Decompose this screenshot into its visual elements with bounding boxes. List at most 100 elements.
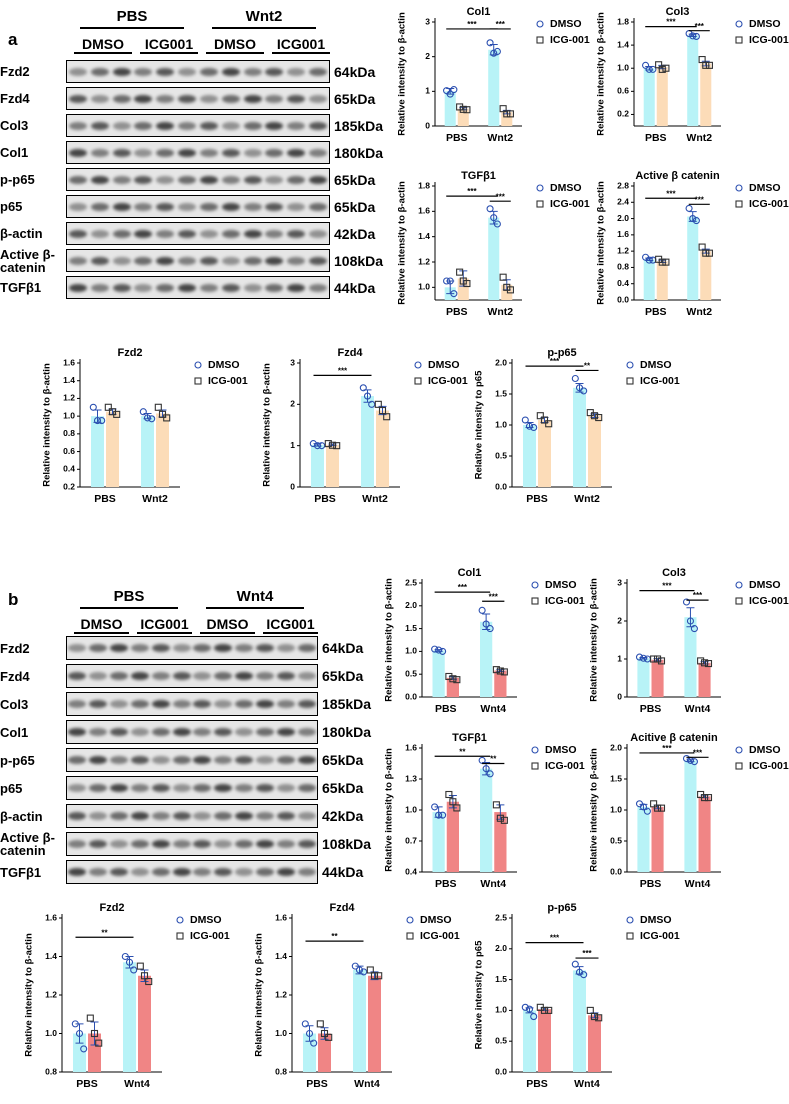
band: [112, 229, 131, 238]
data-point: [521, 416, 529, 424]
error-bar: [305, 1025, 314, 1042]
band: [90, 283, 109, 292]
y-tick-label: 1.6: [405, 742, 417, 752]
band: [265, 229, 284, 238]
size-label: 64kDa: [334, 63, 376, 80]
band: [193, 700, 212, 708]
y-tick-label: 2: [617, 615, 622, 625]
data-point: [649, 65, 657, 73]
bar: [457, 108, 469, 126]
data-point: [80, 1045, 88, 1053]
band: [221, 175, 240, 184]
band: [309, 121, 328, 130]
legend-label: ICG-001: [420, 930, 460, 942]
y-tick-label: 1.6: [617, 229, 629, 239]
blot-row: [66, 804, 318, 828]
data-point: [635, 800, 644, 808]
data-point: [486, 770, 494, 778]
y-tick-label: 1.0: [617, 62, 629, 72]
y-tick-label: 1.8: [418, 180, 430, 190]
data-point: [536, 412, 544, 420]
band: [178, 283, 197, 292]
data-point: [540, 416, 549, 424]
panel-label: b: [8, 590, 19, 609]
significance-label: ***: [467, 20, 477, 29]
band: [172, 672, 191, 680]
y-tick-label: 2.0: [405, 600, 417, 610]
band: [68, 672, 87, 680]
panel-label: a: [8, 30, 18, 49]
significance-label: ***: [695, 195, 705, 204]
band: [90, 256, 109, 265]
band: [178, 121, 197, 130]
chart-title: Active β catenin: [635, 170, 720, 182]
x-tick-label: Wnt2: [142, 493, 168, 505]
data-point: [702, 249, 710, 257]
bar: [480, 768, 493, 872]
blot-row: [66, 860, 318, 884]
band: [309, 202, 328, 211]
size-label: 65kDa: [322, 668, 364, 684]
legend-marker: [406, 932, 414, 940]
y-tick-label: 1.2: [45, 989, 57, 999]
y-tick-label: 3: [290, 357, 295, 367]
data-point: [657, 804, 666, 812]
data-point: [500, 668, 508, 676]
band: [178, 94, 197, 103]
band: [68, 840, 87, 848]
data-point: [446, 277, 454, 285]
blot-row: [66, 168, 330, 191]
data-point: [431, 803, 439, 811]
y-tick-label: 1.6: [418, 206, 430, 216]
data-point: [701, 659, 709, 667]
data-point: [136, 962, 144, 970]
band: [255, 868, 274, 876]
band: [221, 94, 240, 103]
band: [199, 256, 218, 265]
protein-label: Fzd2: [0, 64, 30, 79]
y-tick-label: 0.2: [63, 481, 75, 491]
data-point: [545, 420, 553, 428]
x-tick-label: PBS: [446, 306, 468, 318]
data-point: [490, 214, 498, 222]
bar: [700, 251, 712, 300]
band: [68, 728, 87, 736]
data-point: [545, 1006, 553, 1014]
bar: [656, 261, 668, 300]
band: [110, 756, 129, 764]
band: [151, 868, 170, 876]
size-label: 185kDa: [322, 696, 372, 712]
band: [68, 700, 87, 708]
chart: Acitive β catenin Relative intensity to β…: [589, 732, 789, 890]
data-point: [595, 1014, 603, 1022]
y-tick-label: 1.4: [275, 951, 287, 961]
band: [265, 175, 284, 184]
band: [89, 644, 108, 652]
blot-row: [66, 720, 318, 744]
data-point: [571, 374, 579, 383]
data-point: [492, 801, 500, 809]
x-tick-label: PBS: [526, 493, 548, 505]
band: [178, 148, 197, 157]
legend-marker: [536, 200, 544, 208]
significance-label: ***: [666, 189, 676, 198]
band: [68, 644, 87, 652]
protein-label: TGFβ1: [0, 280, 42, 295]
data-point: [313, 442, 322, 450]
band: [235, 756, 254, 764]
treatment-label: ICG001: [272, 36, 330, 54]
band: [89, 672, 108, 680]
data-point: [643, 807, 651, 815]
band: [287, 67, 306, 76]
band: [214, 700, 233, 708]
x-tick-label: PBS: [76, 1078, 98, 1090]
y-axis-label: Relative intensity to β-actin: [589, 578, 600, 702]
protein-label: TGFβ1: [0, 864, 42, 880]
bar: [523, 1010, 536, 1072]
chart-title: p-p65: [547, 902, 576, 914]
x-tick-label: PBS: [645, 306, 667, 318]
protein-label: β-actin: [0, 226, 43, 241]
significance-label: ***: [496, 192, 506, 201]
data-point: [492, 666, 500, 674]
band: [309, 94, 328, 103]
